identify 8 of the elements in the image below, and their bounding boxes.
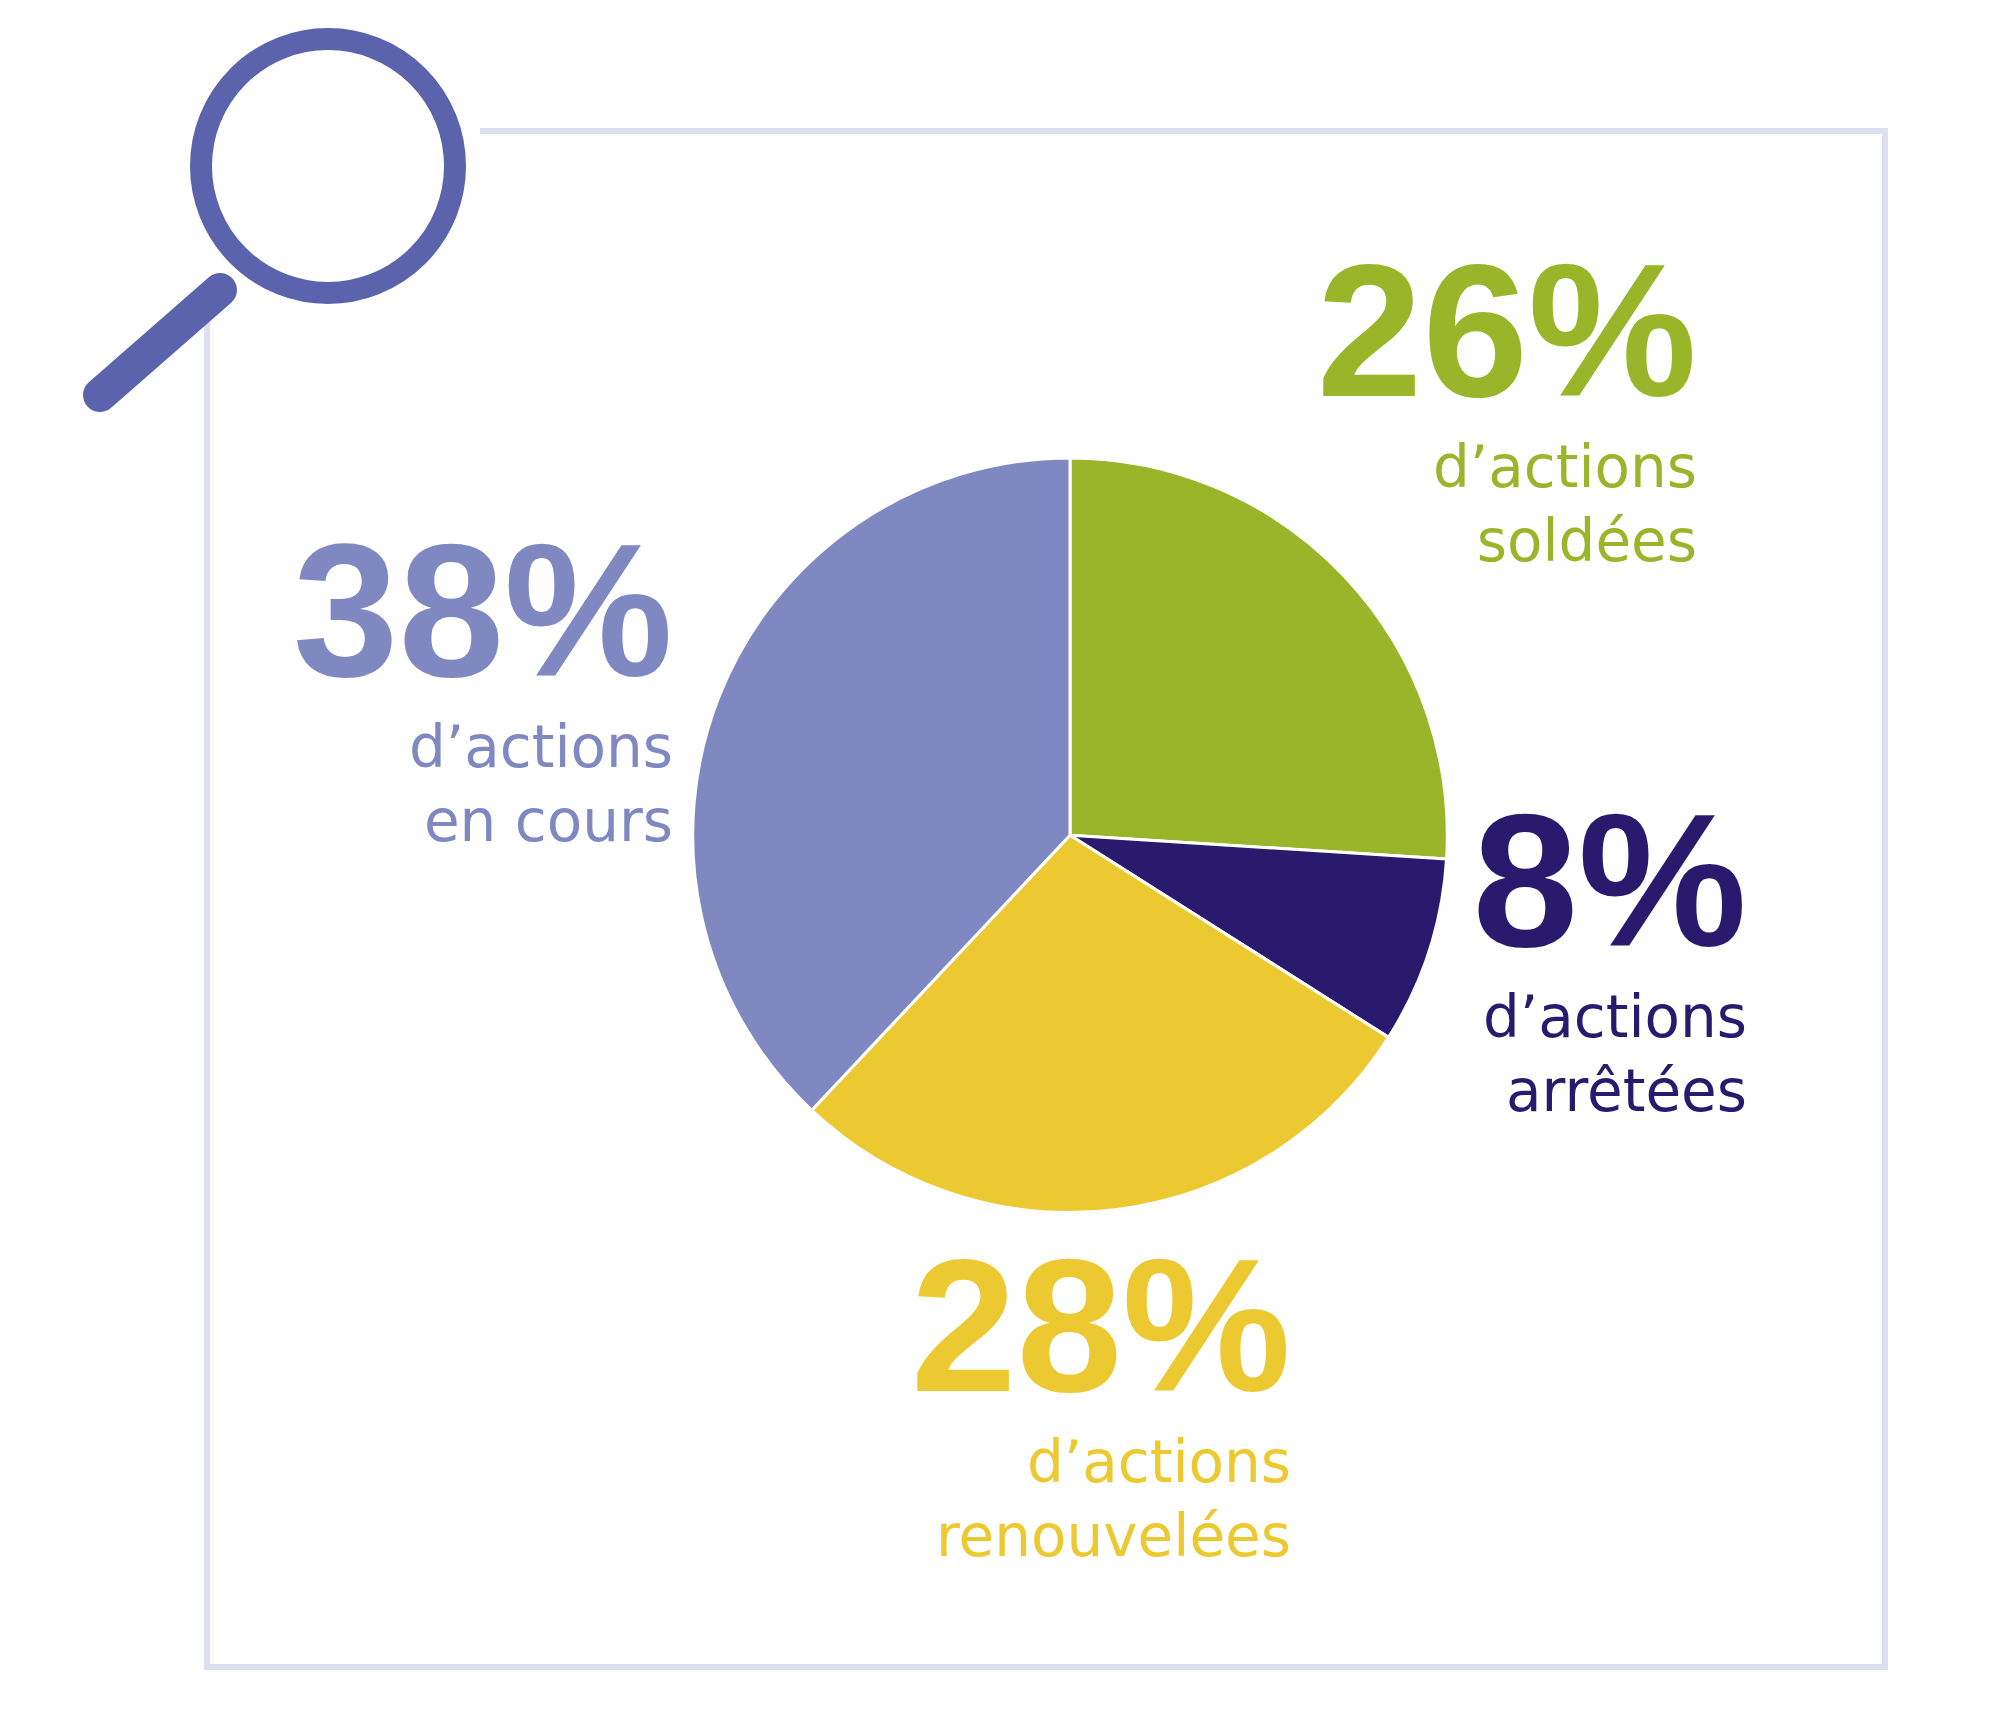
slice-label: d’actions arrêtées — [1482, 983, 1747, 1125]
slice-label: d’actions soldées — [1432, 433, 1697, 575]
data-label: 8% — [1472, 774, 1747, 986]
slice-label: d’actions en cours — [408, 713, 673, 855]
data-label: 28% — [910, 1219, 1291, 1431]
data-label: 38% — [292, 504, 673, 716]
slice-label: d’actions renouvelées — [936, 1428, 1291, 1570]
data-label: 26% — [1316, 224, 1697, 436]
